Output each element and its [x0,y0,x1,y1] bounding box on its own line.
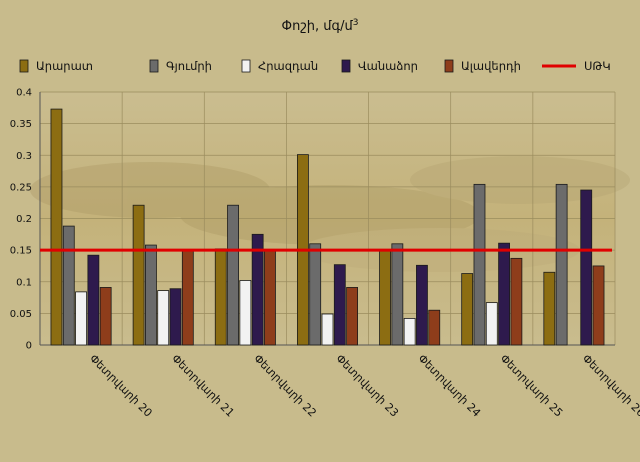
bar [132,204,145,346]
bar [87,254,100,346]
y-tick-label: 0 [26,341,32,352]
bar [428,309,441,346]
legend-swatch [149,59,159,73]
cloud-shape [30,162,270,218]
legend-swatch [444,59,454,73]
legend-swatch [19,59,29,73]
legend-label: Գյումրի [166,59,212,73]
chart-title-text: Փոշի, մգ/մ [282,19,354,34]
bar [333,264,346,346]
legend: Արարատ Գյումրի Հրազդան Վանաձոր Ալավերդի ՍԹԿ [19,59,611,73]
y-tick-label: 0.05 [10,309,32,320]
bar [309,243,322,346]
y-tick-label: 0.2 [16,214,32,225]
bar [169,288,182,346]
legend-swatch [341,59,351,73]
bar [498,242,510,346]
bar [99,287,112,346]
bar [214,248,227,346]
bar [461,273,474,346]
legend-label: Վանաձոր [358,59,418,73]
bar [239,280,252,346]
bar [227,204,239,346]
bar [416,264,428,346]
bar [580,189,593,346]
legend-label: Ալավերդի [461,59,521,73]
legend-swatch [241,59,251,73]
bar [555,183,568,346]
bar [251,233,264,346]
bar [403,318,416,346]
cloud-shape [410,156,630,204]
bar [145,244,157,346]
bar [157,290,170,346]
y-tick-label: 0.35 [10,119,32,130]
bar [592,265,605,346]
y-tick-label: 0.3 [16,151,32,162]
bar [264,250,276,346]
y-tick-label: 0.1 [16,277,32,288]
chart-title: Փոշի, մգ/մ3 [282,18,359,34]
bar [543,271,556,346]
bar [75,291,87,346]
legend-label: Արարատ [36,59,93,73]
legend-label: ՍԹԿ [584,59,611,73]
legend-label: Հրազդան [258,59,318,73]
y-tick-label: 0.4 [16,88,32,99]
bar [50,108,63,346]
bar [181,250,194,346]
chart-title-superscript: 3 [353,18,359,28]
bar [321,313,334,346]
svg-text:Փոշի, մգ/մ3: Փոշի, մգ/մ3 [282,18,359,34]
bar [391,243,404,346]
bar [346,287,359,346]
bar [510,257,523,346]
y-tick-label: 0.25 [10,182,32,193]
cloud-shape [180,185,480,245]
y-tick-label: 0.15 [10,246,32,257]
bar [485,302,498,346]
bar [473,183,486,346]
bar [62,225,75,346]
bar [379,249,391,346]
